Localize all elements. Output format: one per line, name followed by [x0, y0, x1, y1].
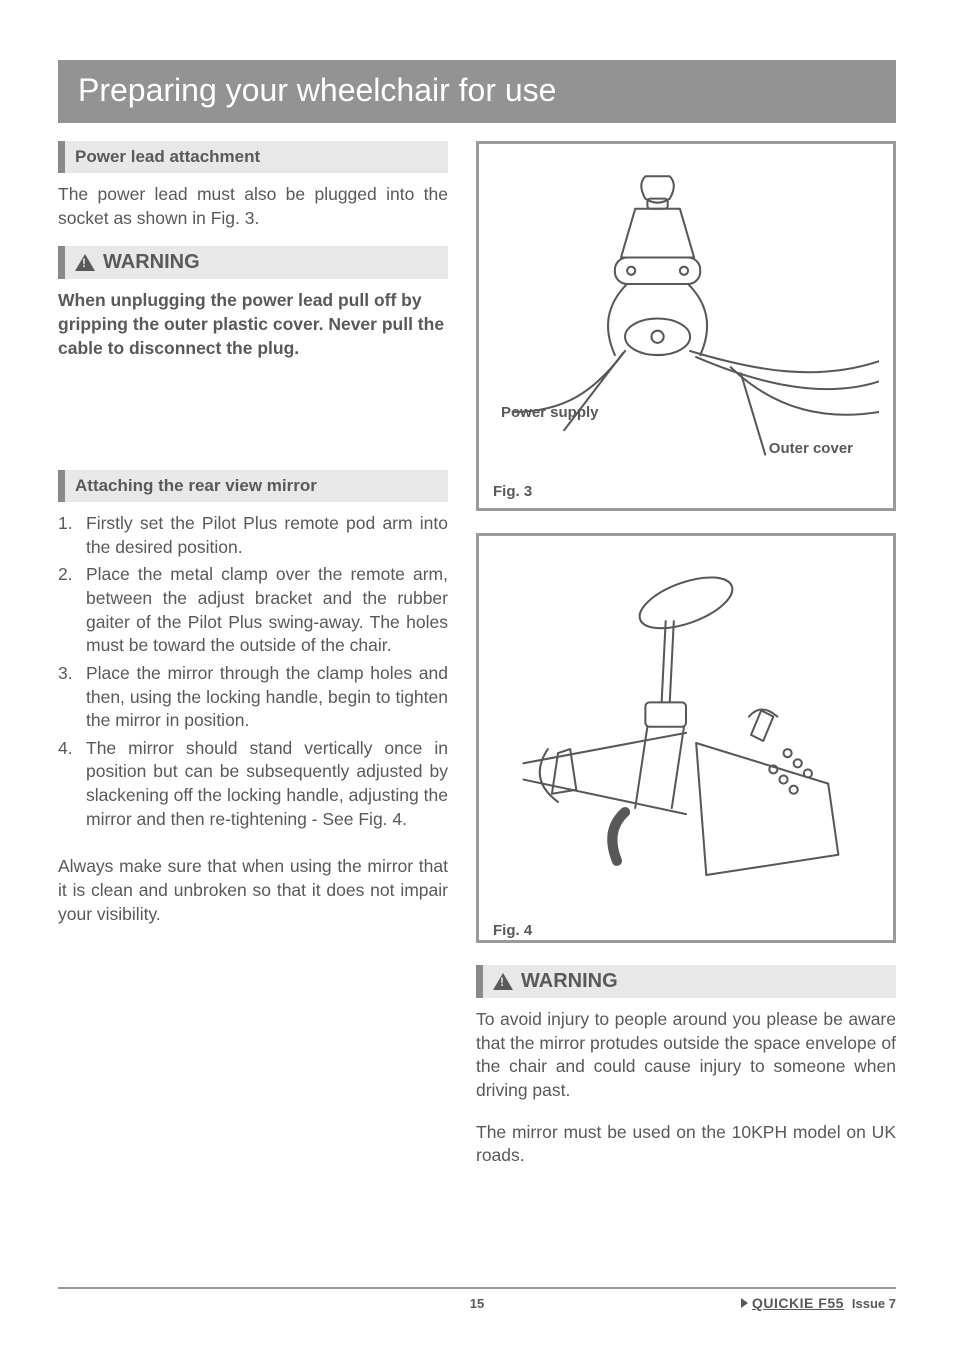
- warning-icon: [493, 973, 513, 990]
- page: Preparing your wheelchair for use Power …: [0, 0, 954, 1351]
- list-item: Firstly set the Pilot Plus remote pod ar…: [58, 512, 448, 559]
- figure-4: Fig. 4: [476, 533, 896, 943]
- list-item: Place the metal clamp over the remote ar…: [58, 563, 448, 658]
- triangle-icon: [741, 1298, 748, 1308]
- page-footer: 15 QUICKIE F55 Issue 7: [58, 1287, 896, 1311]
- section-heading-mirror: Attaching the rear view mirror: [58, 470, 448, 502]
- warning-2-p2: The mirror must be used on the 10KPH mod…: [476, 1121, 896, 1168]
- figure-3-label-cover: Outer cover: [769, 440, 853, 457]
- left-column: Power lead attachment The power lead mus…: [58, 141, 448, 1184]
- page-title-banner: Preparing your wheelchair for use: [58, 60, 896, 123]
- section-heading-power-lead: Power lead attachment: [58, 141, 448, 173]
- mirror-steps-list: Firstly set the Pilot Plus remote pod ar…: [58, 512, 448, 831]
- mirror-followup: Always make sure that when using the mir…: [58, 855, 448, 926]
- warning-1-body: When unplugging the power lead pull off …: [58, 289, 448, 360]
- warning-1-heading: WARNING: [58, 246, 448, 279]
- figure-3-diagram: [493, 158, 879, 483]
- warning-icon: [75, 254, 95, 271]
- warning-2-heading: WARNING: [476, 965, 896, 998]
- right-column: Power supply Outer cover Fig. 3: [476, 141, 896, 1184]
- power-lead-body: The power lead must also be plugged into…: [58, 183, 448, 230]
- brand-name: QUICKIE F55: [752, 1295, 844, 1311]
- warning-1-title: WARNING: [103, 251, 200, 274]
- figure-3: Power supply Outer cover Fig. 3: [476, 141, 896, 511]
- warning-2-title: WARNING: [521, 970, 618, 993]
- brand-block: QUICKIE F55 Issue 7: [741, 1295, 896, 1311]
- two-column-layout: Power lead attachment The power lead mus…: [58, 141, 896, 1184]
- issue-number: Issue 7: [852, 1296, 896, 1311]
- figure-3-caption: Fig. 3: [493, 483, 532, 500]
- figure-3-label-power: Power supply: [501, 404, 599, 421]
- warning-2-p1: To avoid injury to people around you ple…: [476, 1008, 896, 1103]
- page-number: 15: [470, 1296, 484, 1311]
- list-item: The mirror should stand vertically once …: [58, 737, 448, 832]
- figure-4-diagram: [493, 550, 879, 916]
- list-item: Place the mirror through the clamp holes…: [58, 662, 448, 733]
- figure-4-caption: Fig. 4: [493, 922, 879, 939]
